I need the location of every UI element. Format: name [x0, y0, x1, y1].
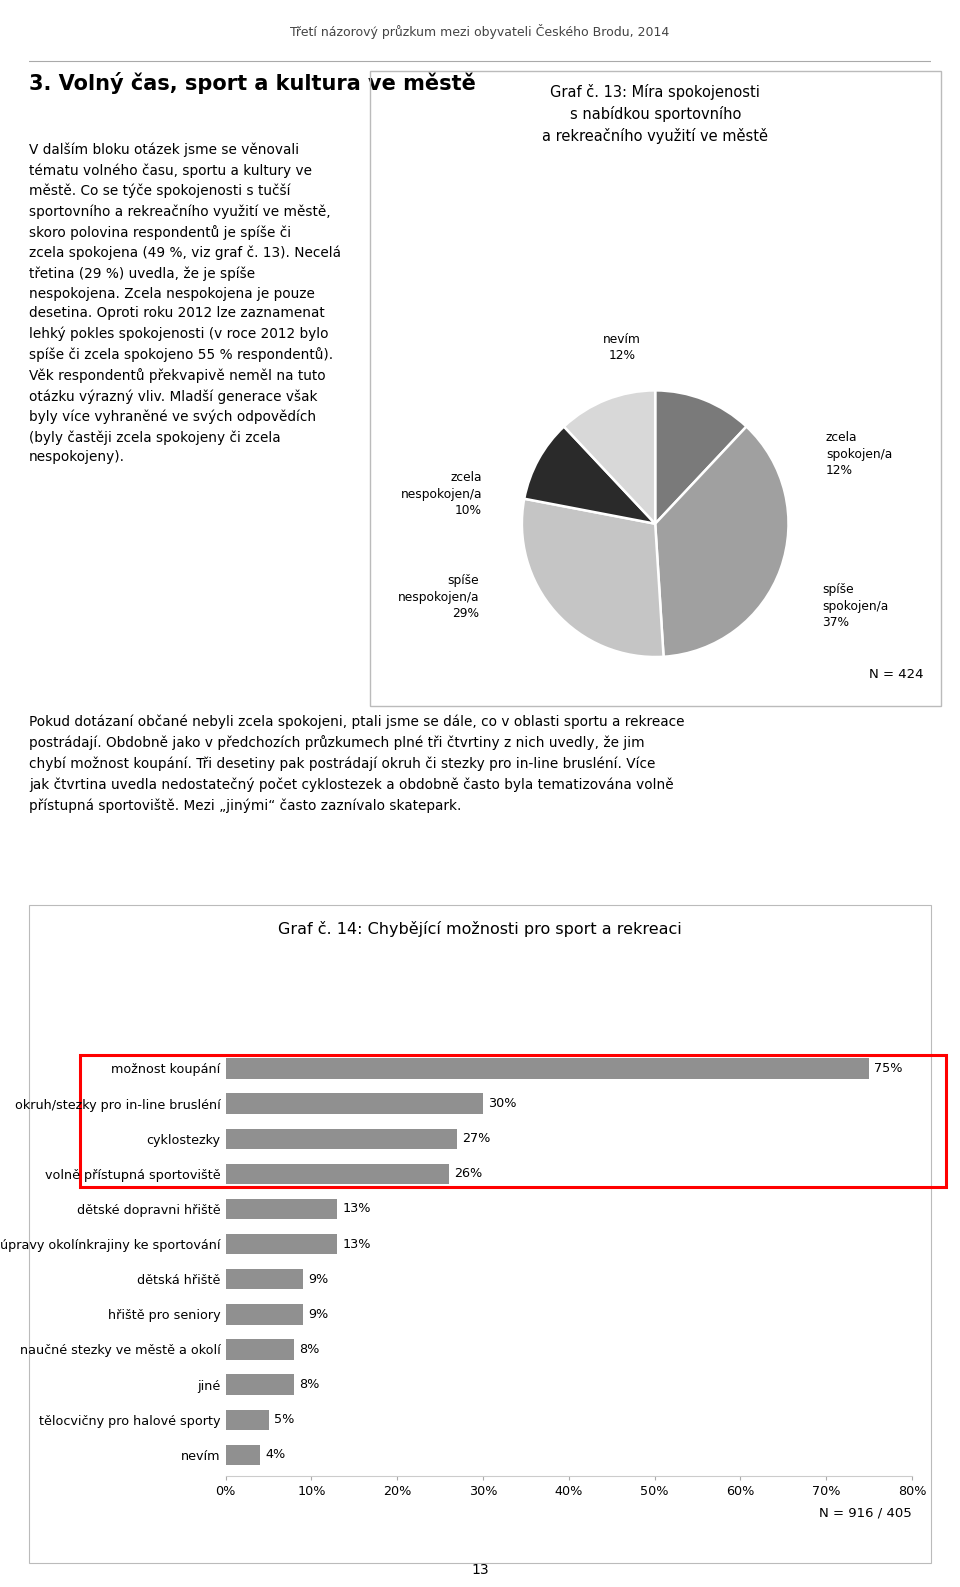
Text: zcela
nespokojen/a
10%: zcela nespokojen/a 10%	[400, 471, 482, 517]
Text: zcela
spokojen/a
12%: zcela spokojen/a 12%	[826, 432, 892, 478]
Text: 13: 13	[471, 1563, 489, 1576]
Text: 75%: 75%	[875, 1062, 902, 1074]
Bar	[226, 1128, 457, 1149]
Text: 9%: 9%	[308, 1308, 328, 1320]
Wedge shape	[655, 390, 747, 524]
Bar	[226, 1374, 294, 1395]
Text: V dalším bloku otázek jsme se věnovali
tématu volného času, sportu a kultury ve
: V dalším bloku otázek jsme se věnovali t…	[29, 143, 341, 465]
Text: N = 424: N = 424	[869, 668, 924, 681]
Bar	[226, 1444, 260, 1465]
Text: Graf č. 14: Chybějící možnosti pro sport a rekreaci: Graf č. 14: Chybějící možnosti pro sport…	[278, 920, 682, 936]
Bar	[226, 1198, 337, 1219]
Text: 26%: 26%	[454, 1168, 482, 1181]
Text: 9%: 9%	[308, 1273, 328, 1285]
Bar	[226, 1093, 483, 1114]
Text: spíše
spokojen/a
37%: spíše spokojen/a 37%	[822, 584, 888, 630]
Text: 13%: 13%	[343, 1203, 371, 1216]
Text: 3. Volný čas, sport a kultura ve městě: 3. Volný čas, sport a kultura ve městě	[29, 71, 475, 94]
Text: 27%: 27%	[463, 1132, 491, 1146]
Bar	[226, 1270, 302, 1289]
Bar	[226, 1235, 337, 1254]
Bar	[226, 1059, 869, 1079]
Text: nevím
12%: nevím 12%	[603, 333, 641, 362]
Wedge shape	[524, 427, 655, 524]
Text: 8%: 8%	[300, 1343, 320, 1355]
Text: Pokud dotázaní občané nebyli zcela spokojeni, ptali jsme se dále, co v oblasti s: Pokud dotázaní občané nebyli zcela spoko…	[29, 714, 684, 813]
Bar	[226, 1339, 294, 1360]
Text: N = 916 / 405: N = 916 / 405	[819, 1506, 912, 1520]
Bar	[226, 1409, 269, 1430]
Text: Graf č. 13: Míra spokojenosti
s nabídkou sportovního
a rekreačního využití ve mě: Graf č. 13: Míra spokojenosti s nabídkou…	[542, 84, 768, 144]
Text: 13%: 13%	[343, 1238, 371, 1251]
Wedge shape	[655, 427, 788, 657]
Bar	[226, 1305, 302, 1325]
Wedge shape	[564, 390, 656, 524]
Text: Třetí názorový průzkum mezi obyvateli Českého Brodu, 2014: Třetí názorový průzkum mezi obyvateli Če…	[290, 24, 670, 40]
Text: 4%: 4%	[265, 1449, 285, 1462]
Text: 30%: 30%	[488, 1097, 516, 1111]
Text: 5%: 5%	[274, 1412, 294, 1427]
Wedge shape	[522, 498, 663, 657]
Bar	[226, 1163, 448, 1184]
Text: spíše
nespokojen/a
29%: spíše nespokojen/a 29%	[397, 574, 479, 621]
Text: 8%: 8%	[300, 1378, 320, 1392]
